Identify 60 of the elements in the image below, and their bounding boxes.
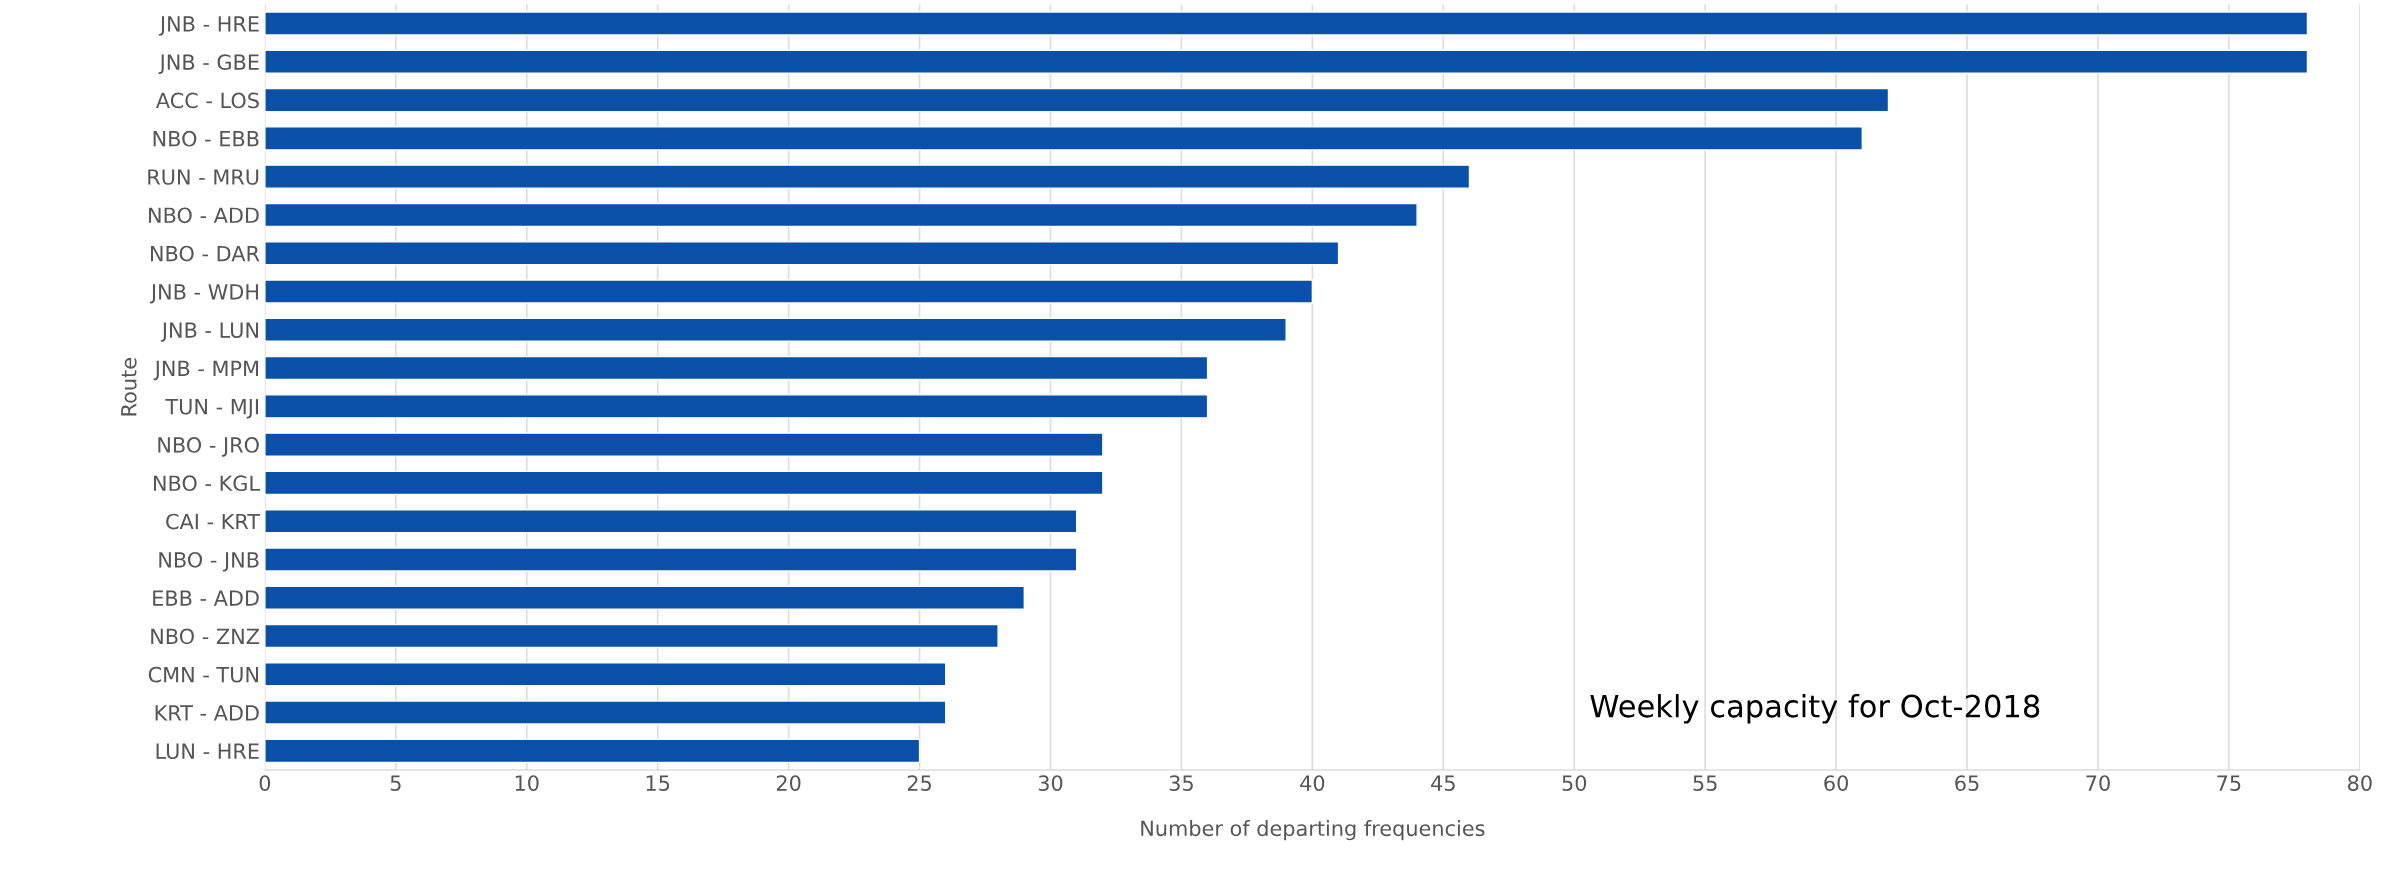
bar: [264, 355, 1209, 381]
x-tick-label: 75: [2217, 775, 2241, 791]
y-tick-label: JNB - LUN: [160, 322, 258, 342]
x-tick-label: 65: [1955, 775, 1979, 791]
bar: [264, 470, 1104, 496]
y-tick-label: NBO - ZNZ: [151, 628, 260, 645]
bar: [264, 662, 947, 687]
x-tick-label: 5: [390, 775, 401, 791]
x-axis-title: Number of departing frequencies: [1141, 820, 1485, 841]
x-tick-label: 80: [2348, 775, 2372, 791]
bar: [264, 279, 1314, 304]
y-tick-label: LUN - HRE: [156, 743, 259, 760]
bar: [264, 241, 1340, 266]
bar: [264, 164, 1471, 189]
bar: [264, 623, 999, 649]
bar: [264, 317, 1287, 342]
y-tick-label: JNB - MPM: [153, 360, 258, 381]
y-tick-label: TUN - MJI: [165, 399, 258, 419]
y-tick-label: NBO - EBB: [153, 130, 259, 147]
x-tick-label: 0: [259, 775, 271, 791]
x-tick-label: 45: [1431, 775, 1455, 791]
bar: [264, 202, 1418, 228]
bar: [264, 585, 1025, 610]
x-tick-label: 40: [1300, 775, 1325, 791]
y-tick-label: JNB - WDH: [149, 284, 258, 304]
y-tick-label: JNB - HRE: [158, 16, 259, 36]
y-tick-label: NBO - JNB: [159, 551, 259, 572]
annotation: Weekly capacity for Oct-2018: [1590, 693, 2040, 724]
y-tick-label: CMN - TUN: [148, 666, 258, 683]
bar: [264, 738, 921, 764]
bar: [264, 547, 1078, 572]
y-axis-title: Route: [121, 358, 137, 416]
y-tick-label: NBO - KGL: [153, 475, 260, 492]
x-tick-label: 60: [1824, 775, 1848, 791]
x-tick-label: 70: [2086, 775, 2110, 791]
bar: [264, 700, 947, 725]
bar: [264, 509, 1078, 534]
x-tick-label: 50: [1562, 775, 1587, 791]
bar: [264, 87, 1890, 113]
y-tick-label: JNB - GBE: [158, 54, 259, 74]
bar: [264, 11, 2309, 36]
y-tick-label: RUN - MRU: [148, 169, 259, 185]
bar: [264, 394, 1209, 419]
y-tick-label: NBO - DAR: [150, 245, 260, 262]
y-tick-label: NBO - JRO: [158, 437, 259, 457]
y-tick-label: KRT - ADD: [155, 705, 259, 721]
x-tick-label: 55: [1693, 775, 1717, 791]
bar: [264, 126, 1863, 151]
x-tick-label: 30: [1038, 775, 1063, 791]
x-tick-label: 35: [1169, 775, 1193, 791]
bar: [264, 49, 2309, 74]
y-tick-label: NBO - ADD: [149, 207, 259, 224]
x-tick-label: 20: [776, 775, 801, 791]
y-tick-label: CAI - KRT: [166, 513, 261, 530]
x-tick-label: 10: [515, 775, 539, 791]
x-tick-label: 25: [907, 775, 931, 791]
y-tick-label: ACC - LOS: [155, 92, 259, 109]
bar: [264, 432, 1104, 457]
y-tick-label: EBB - ADD: [153, 590, 259, 606]
x-tick-label: 15: [646, 775, 670, 791]
